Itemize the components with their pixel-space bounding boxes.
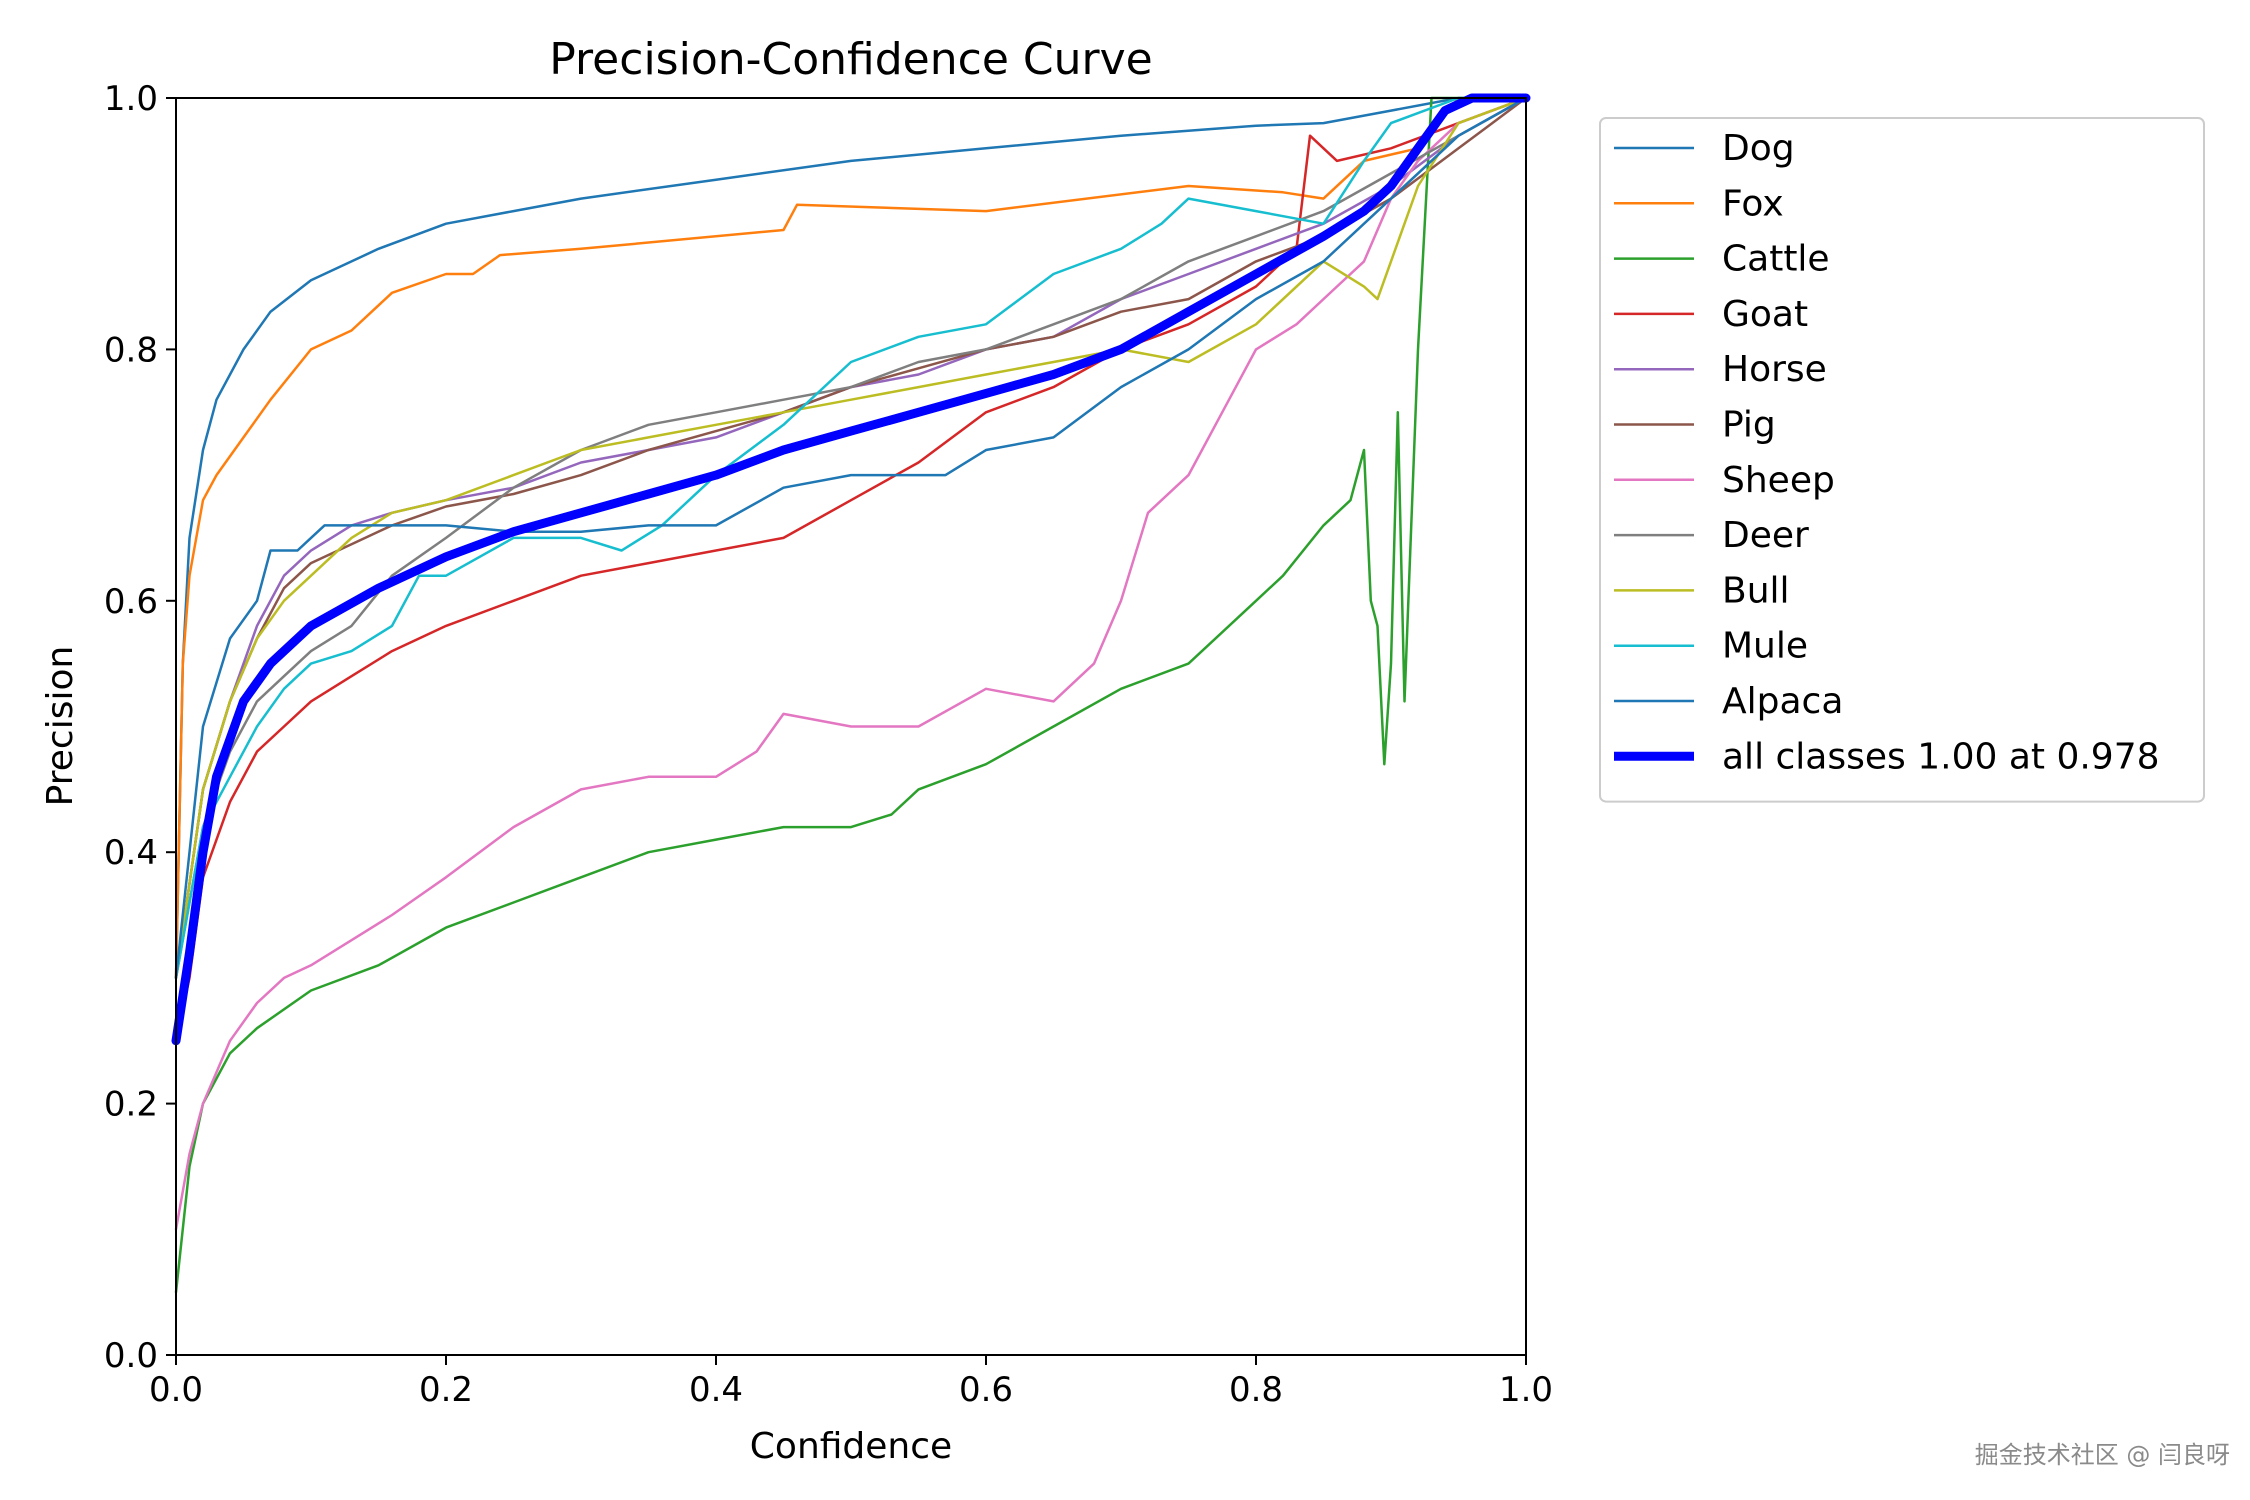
series-line-0	[174, 96, 1528, 980]
legend-label-11: all classes 1.00 at 0.978	[1722, 736, 2160, 777]
legend-label-8: Bull	[1722, 570, 1790, 611]
x-tick-label: 0.2	[419, 1370, 473, 1410]
x-axis-label: Confidence	[750, 1426, 952, 1467]
series-line-9	[174, 96, 1528, 980]
y-tick-label: 0.2	[104, 1085, 158, 1125]
x-tick-label: 0.8	[1229, 1370, 1283, 1410]
legend-label-10: Alpaca	[1722, 681, 1843, 722]
x-tick-label: 0.6	[959, 1370, 1013, 1410]
legend-frame	[1599, 117, 2205, 803]
legend-label-3: Goat	[1722, 294, 1808, 335]
y-tick-label: 0.4	[104, 833, 158, 873]
legend-label-1: Fox	[1722, 183, 1784, 224]
series-line-8	[174, 96, 1528, 980]
series-line-6	[174, 96, 1528, 1231]
watermark: 掘金技术社区 @ 闫良呀	[1974, 1441, 2230, 1469]
y-axis-label: Precision	[40, 646, 81, 807]
series-line-4	[174, 96, 1528, 980]
series-line-1	[174, 96, 1528, 980]
series-line-5	[174, 96, 1528, 980]
x-tick-label: 0.4	[689, 1370, 743, 1410]
legend: Dog Fox Cattle Goat Horse Pig Sheep Deer Bull Mul…	[1599, 117, 2205, 803]
y-tick-label: 0.0	[104, 1336, 158, 1376]
series-line-11	[171, 93, 1531, 1046]
x-tick-label: 1.0	[1499, 1370, 1553, 1410]
y-tick-label: 1.0	[104, 79, 158, 119]
series-line-10	[174, 96, 1528, 980]
axes-layer: 0.0 0.2 0.4 0.6 0.8 1.0 0.0 0.2 0.4 0.6 0.8 1.0	[104, 79, 1553, 1410]
y-tick-label: 0.8	[104, 330, 158, 370]
series-line-2	[174, 96, 1528, 1294]
plot-frame	[175, 97, 1527, 1356]
chart-title: Precision-Confidence Curve	[549, 34, 1152, 85]
legend-label-9: Mule	[1722, 626, 1808, 667]
series-line-3	[174, 96, 1528, 1043]
legend-label-2: Cattle	[1722, 239, 1830, 280]
legend-label-7: Deer	[1722, 515, 1809, 556]
legend-label-4: Horse	[1722, 349, 1827, 390]
legend-label-0: Dog	[1722, 128, 1795, 169]
legend-label-5: Pig	[1722, 405, 1776, 446]
series-layer	[171, 93, 1531, 1294]
y-tick-label: 0.6	[104, 582, 158, 622]
x-tick-label: 0.0	[149, 1370, 203, 1410]
series-line-7	[174, 96, 1528, 980]
legend-label-6: Sheep	[1722, 460, 1835, 501]
